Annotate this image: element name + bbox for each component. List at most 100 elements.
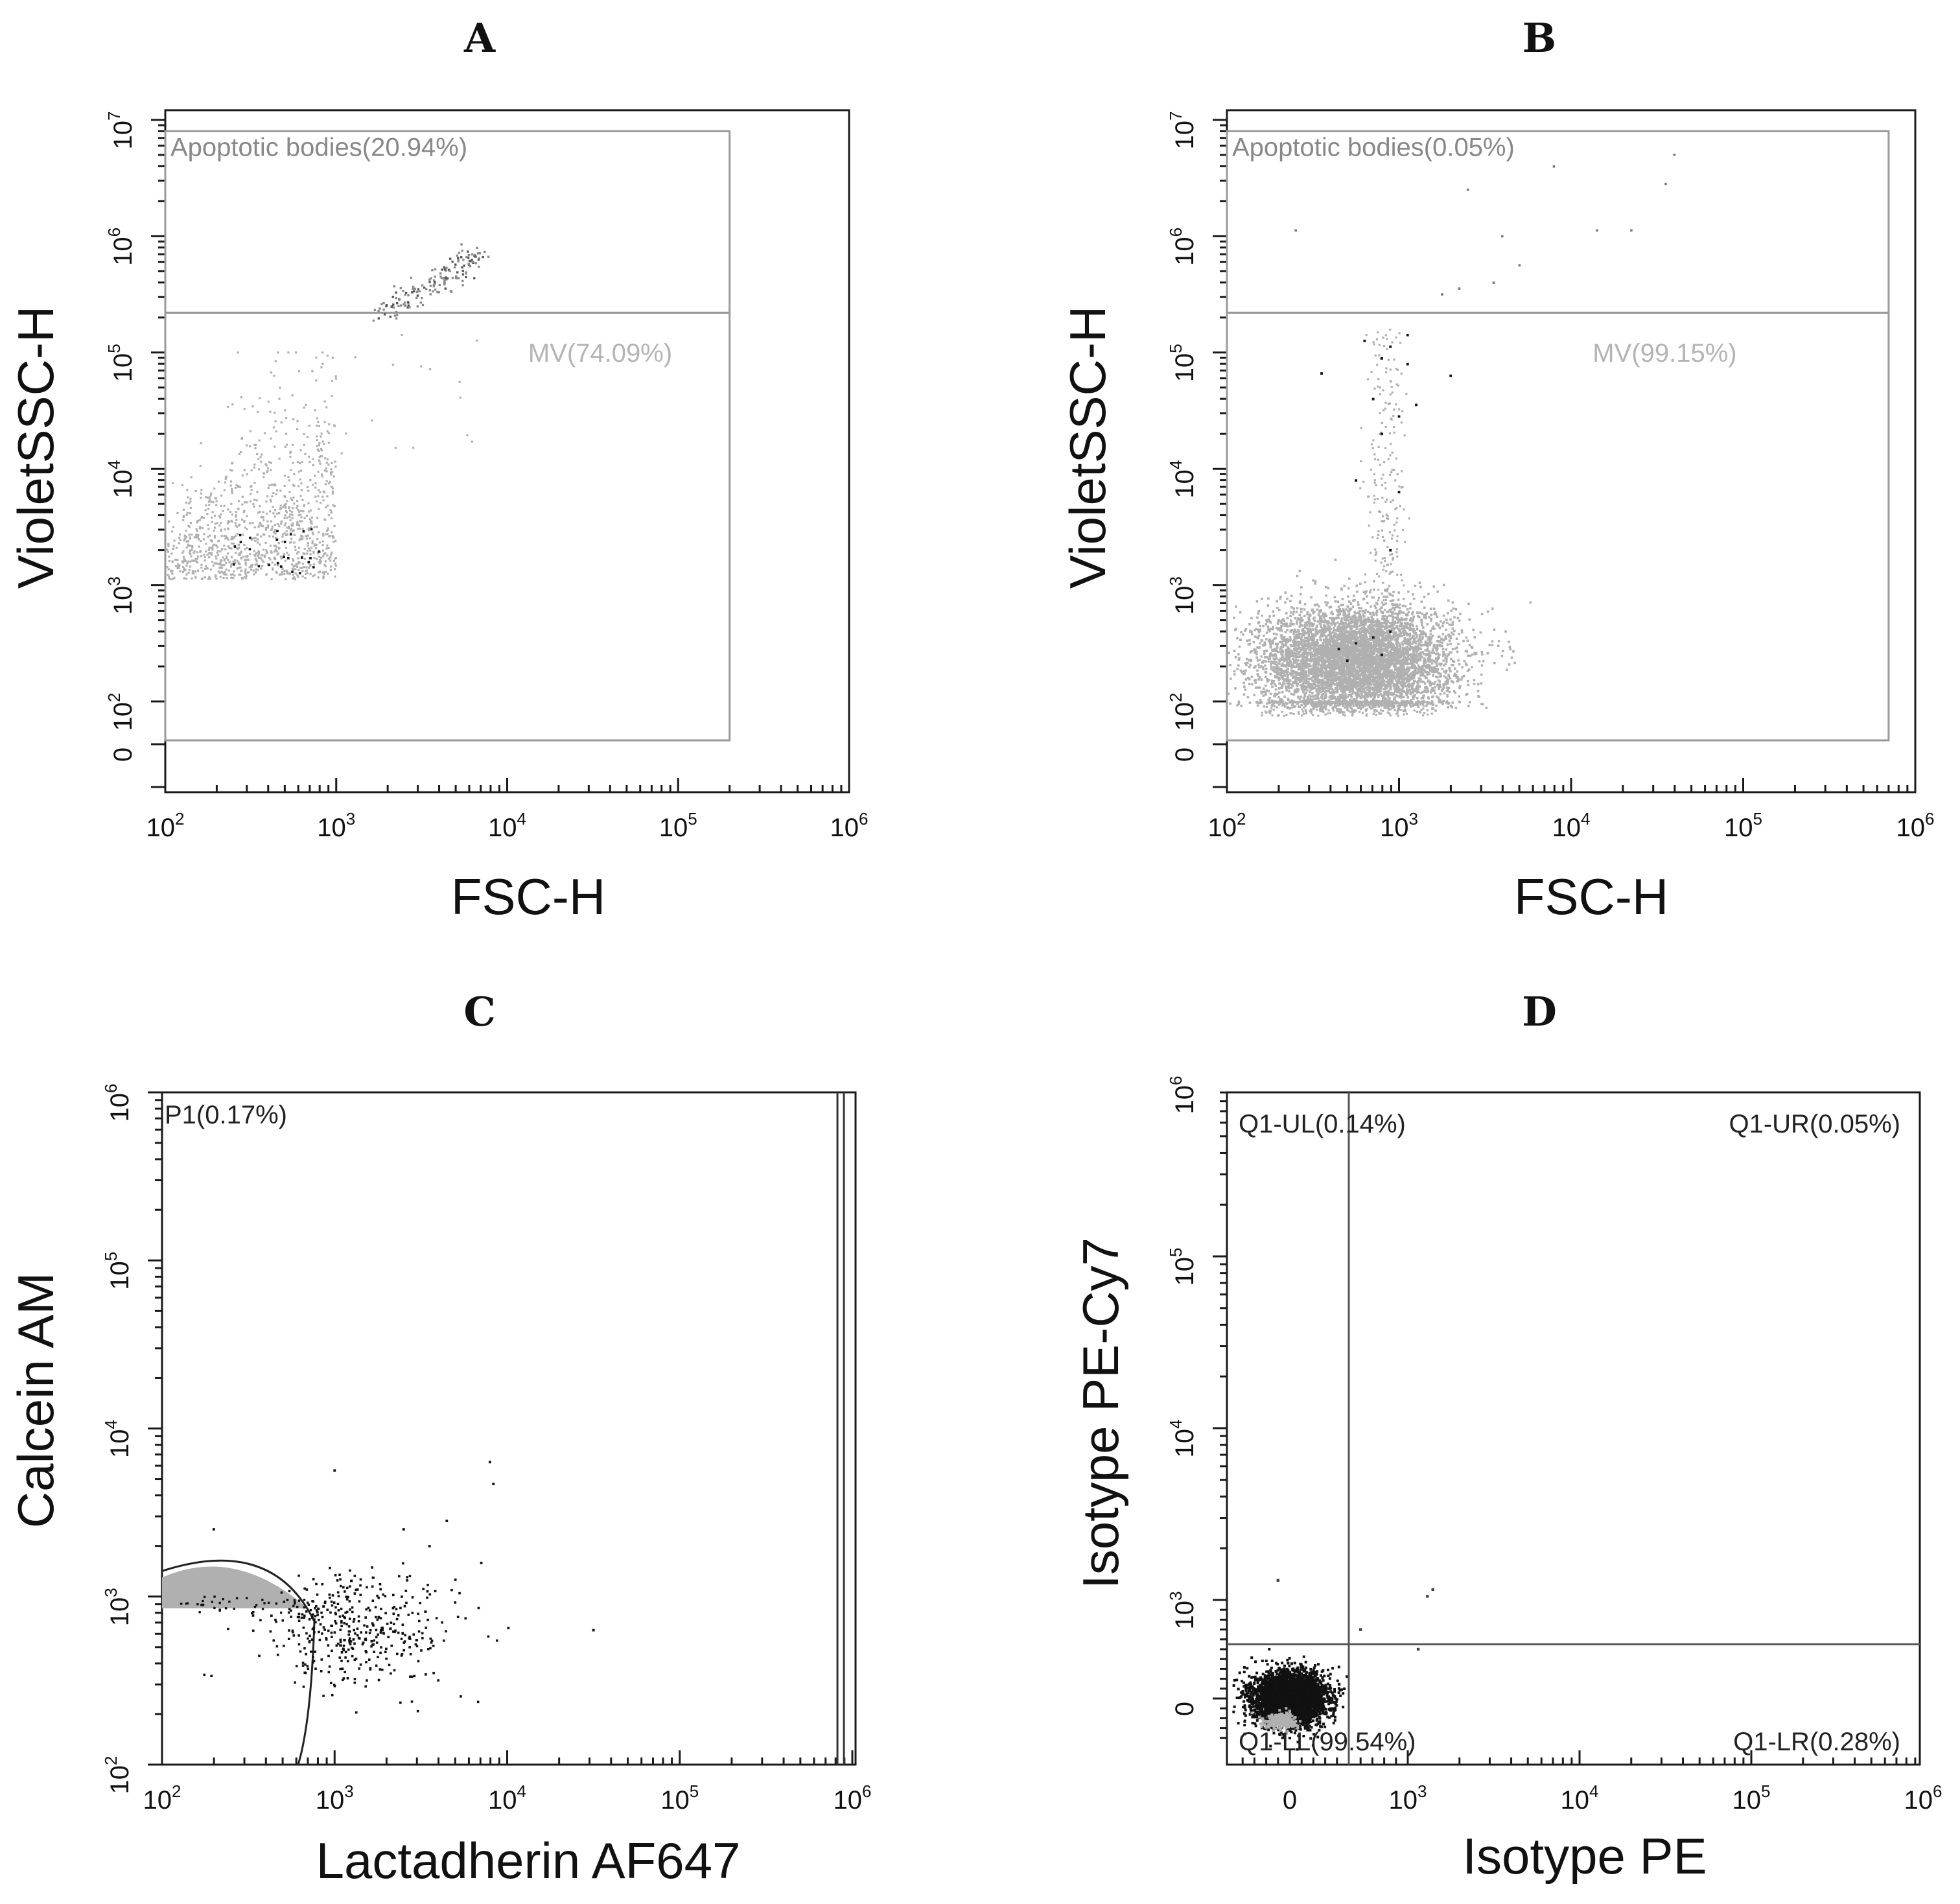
event-dot [1301, 624, 1304, 627]
event-dot [1355, 687, 1358, 690]
event-dot [189, 545, 191, 547]
event-dot [438, 283, 441, 287]
event-dot [219, 576, 222, 578]
event-dot [253, 482, 256, 484]
event-dot [440, 277, 443, 279]
event-dot [1432, 652, 1436, 654]
event-dot [1404, 709, 1407, 712]
event-dot [1471, 646, 1474, 649]
event-dot [206, 554, 209, 556]
event-dot [395, 301, 399, 305]
event-dot [1325, 653, 1327, 657]
event-dot [1373, 639, 1377, 641]
event-dot [1289, 701, 1292, 704]
event-dot [1286, 676, 1289, 679]
event-dot [1329, 654, 1332, 657]
event-dot [170, 552, 173, 555]
event-dot [301, 520, 303, 523]
event-dot [1418, 615, 1421, 618]
event-dot [1393, 658, 1396, 661]
y-tick-label: 0 [109, 747, 137, 762]
event-dot [270, 371, 273, 374]
event-dot [224, 570, 226, 573]
event-dot [266, 512, 268, 515]
event-dot [294, 545, 296, 548]
event-dot [300, 534, 303, 537]
event-dot [1357, 704, 1359, 707]
event-dot [290, 524, 294, 527]
event-dot [325, 506, 327, 509]
event-dot [1271, 685, 1274, 688]
event-dot [1297, 637, 1300, 639]
x-tick-label: 103 [1380, 809, 1418, 842]
event-dot [225, 555, 228, 558]
event-dot [1410, 672, 1413, 675]
event-dot [456, 254, 459, 257]
event-dot [301, 461, 303, 464]
event-dot [316, 439, 318, 441]
event-dot [456, 271, 459, 274]
event-dot [459, 396, 461, 399]
event-dot [1265, 618, 1268, 622]
event-dot [1412, 648, 1415, 651]
event-dot [1401, 668, 1405, 670]
event-dot [1300, 677, 1303, 681]
event-dot [1410, 676, 1414, 679]
event-dot [1423, 701, 1426, 703]
event-dot [1351, 615, 1354, 618]
event-dot [256, 491, 259, 493]
event-dot [262, 519, 265, 522]
event-dot [1406, 608, 1409, 611]
event-dot [326, 354, 329, 357]
event-dot [237, 351, 239, 354]
event-dot [1238, 657, 1241, 660]
event-dot [1369, 635, 1371, 638]
event-dot [196, 530, 198, 532]
event-dot [444, 287, 447, 290]
event-dot [230, 556, 233, 559]
event-dot [1290, 611, 1292, 614]
event-dot [1316, 641, 1320, 644]
event-dot [1394, 690, 1397, 693]
event-dot [313, 545, 316, 547]
x-tick-label: 102 [1208, 809, 1246, 842]
event-dot [213, 536, 216, 539]
x-tick-label: 106 [1896, 809, 1935, 842]
event-dot [425, 288, 428, 290]
event-dot [239, 554, 241, 556]
event-dot [199, 526, 202, 528]
event-dot [1318, 700, 1320, 703]
event-dot [285, 522, 287, 524]
event-dot [1410, 705, 1412, 708]
event-dot [1455, 646, 1458, 649]
event-dot [406, 306, 409, 309]
event-dot [1266, 604, 1270, 607]
event-dot [1264, 643, 1266, 646]
event-dot [1417, 644, 1419, 648]
event-dot [300, 516, 303, 519]
event-dot [257, 468, 260, 471]
event-dot [1242, 681, 1245, 685]
event-dot [244, 577, 248, 580]
event-dot [322, 532, 325, 535]
event-dot [251, 405, 254, 408]
event-dot [1361, 642, 1364, 644]
event-dot [327, 547, 330, 550]
event-dot [1278, 618, 1280, 622]
event-dot [1316, 608, 1319, 611]
event-dot [1311, 641, 1314, 644]
event-dot [410, 276, 413, 279]
event-dot [1287, 685, 1290, 688]
event-dot [1342, 701, 1346, 704]
event-dot [1299, 621, 1301, 624]
event-dot [209, 534, 211, 537]
event-dot [1295, 654, 1298, 657]
event-dot [395, 296, 397, 300]
x-tick-label: 106 [830, 809, 869, 842]
event-dot [1280, 698, 1283, 701]
event-dot [1262, 687, 1265, 690]
event-dot [307, 542, 309, 545]
event-dot [1311, 647, 1314, 650]
event-dot [1360, 656, 1362, 659]
event-dot [1409, 607, 1412, 610]
